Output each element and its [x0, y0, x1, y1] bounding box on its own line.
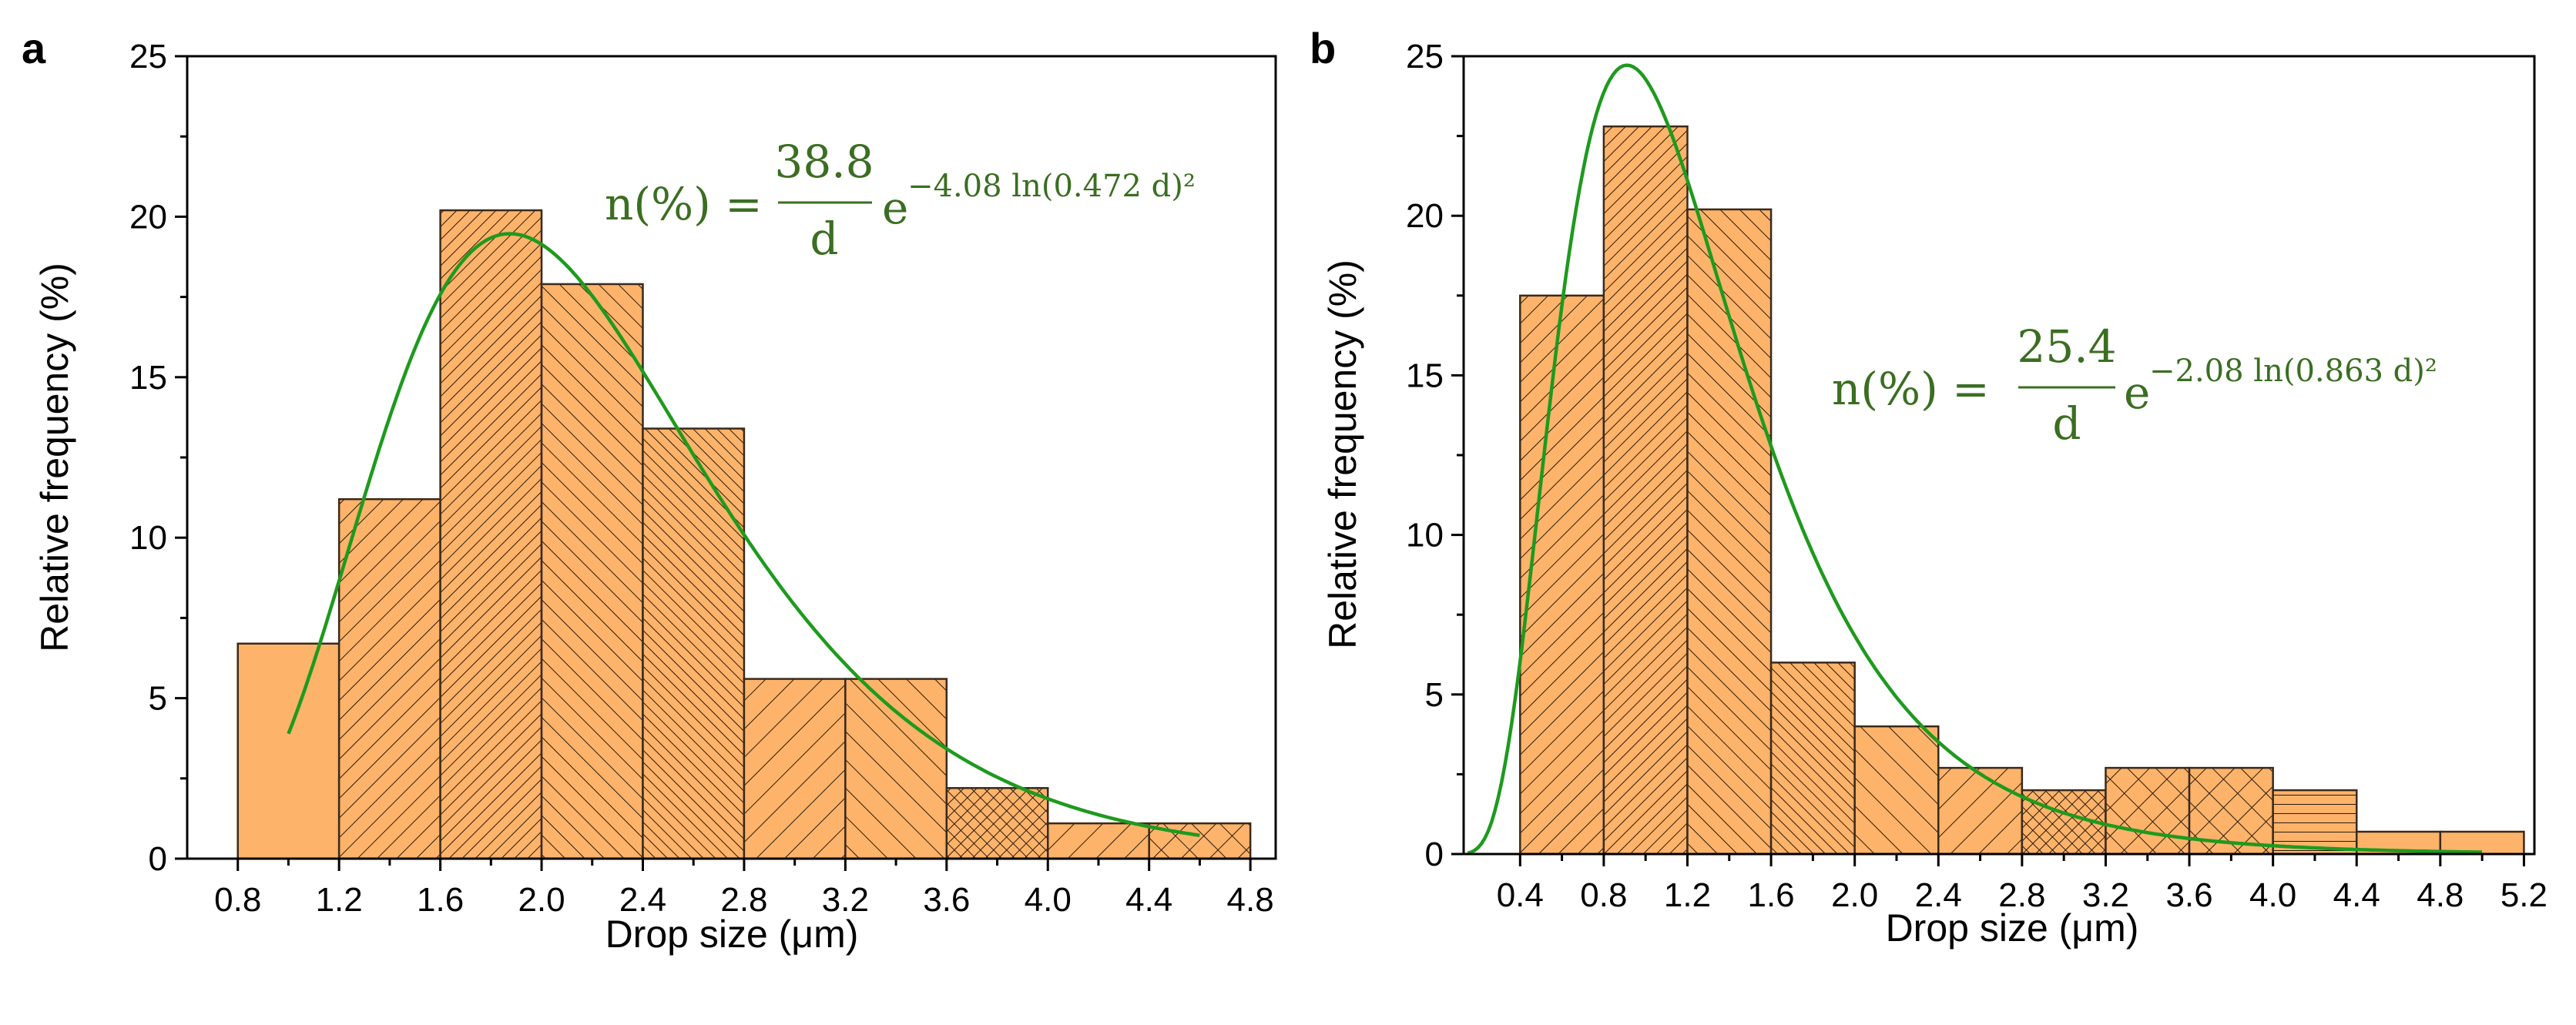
- y-axis-ticks-a: 0 5 10 15 20 25: [129, 38, 187, 878]
- histogram-bar-2: [540, 283, 644, 860]
- y-tick-label: 20: [1406, 197, 1444, 235]
- histogram-bar-1_6: [1769, 662, 1856, 856]
- y-axis-ticks-b: 0 5 10 15 20 25: [1406, 38, 1464, 873]
- y-tick-label: 15: [129, 359, 167, 397]
- panel-label-a: a: [22, 24, 46, 72]
- x-tick-label: 2.0: [518, 881, 565, 919]
- y-axis-title-a: Relative frequency (%): [33, 263, 76, 652]
- x-tick-label: 4.0: [1025, 881, 1072, 919]
- panel-label-b: b: [1310, 24, 1336, 72]
- equation-base-b: e: [2124, 367, 2150, 419]
- x-tick-label: 2.4: [619, 881, 666, 919]
- histogram-bar-1_2: [1686, 208, 1773, 856]
- x-tick-label: 4.8: [1227, 881, 1274, 919]
- equation-numerator-a: 38.8: [774, 136, 874, 188]
- x-tick-label: 0.8: [1580, 876, 1627, 914]
- y-tick-label: 5: [149, 680, 167, 718]
- histogram-bar-1_2: [337, 497, 441, 860]
- equation-lhs-b: n(%) =: [1832, 363, 1990, 415]
- x-tick-label: 3.6: [923, 881, 970, 919]
- lognormal-fit-curve-a: [287, 232, 1200, 837]
- histogram-bar-0_8: [1602, 125, 1689, 856]
- histogram-bar-3_6: [945, 787, 1049, 860]
- y-tick-label: 10: [129, 519, 167, 557]
- chart-panel-a: a 0.8 1.2 1.6 2.0 2.4 2.8 3.2 3.6 4.0 4.4 4.8 0 5 10…: [22, 24, 1277, 956]
- y-axis-title-b: Relative frequency (%): [1321, 260, 1364, 649]
- y-tick-label: 0: [149, 840, 167, 878]
- y-tick-label: 25: [1406, 38, 1444, 75]
- y-tick-label: 25: [129, 38, 167, 75]
- lognormal-fit-curve-b: [1467, 63, 2483, 855]
- x-tick-label: 4.0: [2249, 876, 2296, 914]
- x-tick-label: 1.2: [1664, 876, 1711, 914]
- histogram-bar-2_8: [743, 678, 847, 860]
- histogram-bars-a: [236, 209, 1252, 860]
- x-tick-label: 2.0: [1831, 876, 1878, 914]
- equation-exponent-a: −4.08 ln(0.472 d)²: [907, 169, 1196, 204]
- x-tick-label: 3.6: [2165, 876, 2212, 914]
- x-axis-ticks-b: 0.4 0.8 1.2 1.6 2.0 2.4 2.8 3.2 3.6 4.0 4.4 4.8 5.2: [1497, 854, 2547, 914]
- histogram-bar-4: [1047, 822, 1150, 860]
- histogram-bar-0_8: [236, 642, 340, 860]
- x-tick-label: 1.6: [1747, 876, 1794, 914]
- histogram-bar-0_4: [1519, 294, 1605, 856]
- x-axis-title-a: Drop size (μm): [605, 913, 859, 956]
- equation-base-a: e: [882, 182, 908, 234]
- equation-numerator-b: 25.4: [2017, 320, 2116, 373]
- chart-panel-b: b 0.4 0.8 1.2 1.6 2.0 2.4 2.8 3.2 3.6 4.0 4.4 4.8 5.…: [1310, 24, 2547, 950]
- y-tick-label: 15: [1406, 357, 1444, 394]
- x-axis-title-b: Drop size (μm): [1886, 906, 2139, 950]
- equation-lhs-a: n(%) =: [605, 178, 763, 230]
- y-tick-label: 10: [1406, 517, 1444, 554]
- histogram-bar-4: [2272, 789, 2358, 856]
- equation-exponent-b: −2.08 ln(0.863 d)²: [2149, 353, 2437, 389]
- y-tick-label: 0: [1425, 836, 1444, 873]
- histogram-bar-2_4: [1937, 766, 2024, 856]
- x-tick-label: 0.4: [1497, 876, 1544, 914]
- y-tick-label: 5: [1425, 676, 1444, 714]
- x-tick-label: 5.2: [2501, 876, 2547, 914]
- histogram-bar-3_2: [844, 678, 948, 860]
- y-tick-label: 20: [129, 198, 167, 236]
- x-tick-label: 1.2: [316, 881, 363, 919]
- x-tick-label: 4.4: [1125, 881, 1172, 919]
- x-tick-label: 3.2: [2082, 876, 2129, 914]
- histogram-bar-3_2: [2105, 766, 2191, 856]
- x-tick-label: 2.8: [1998, 876, 2045, 914]
- x-tick-label: 0.8: [214, 881, 261, 919]
- histogram-bar-1_6: [439, 209, 543, 860]
- x-tick-label: 4.8: [2417, 876, 2464, 914]
- equation-denominator-a: d: [810, 213, 838, 265]
- histogram-bar-2_4: [642, 427, 746, 860]
- histogram-bar-2: [1853, 725, 1940, 856]
- equation-denominator-b: d: [2052, 397, 2081, 450]
- x-tick-label: 2.4: [1915, 876, 1962, 914]
- x-tick-label: 2.8: [720, 881, 767, 919]
- x-tick-label: 1.6: [417, 881, 464, 919]
- histogram-bars-b: [1519, 125, 2525, 856]
- x-axis-ticks-a: 0.8 1.2 1.6 2.0 2.4 2.8 3.2 3.6 4.0 4.4 4.8: [214, 859, 1274, 919]
- x-tick-label: 4.4: [2333, 876, 2380, 914]
- x-tick-label: 3.2: [822, 881, 869, 919]
